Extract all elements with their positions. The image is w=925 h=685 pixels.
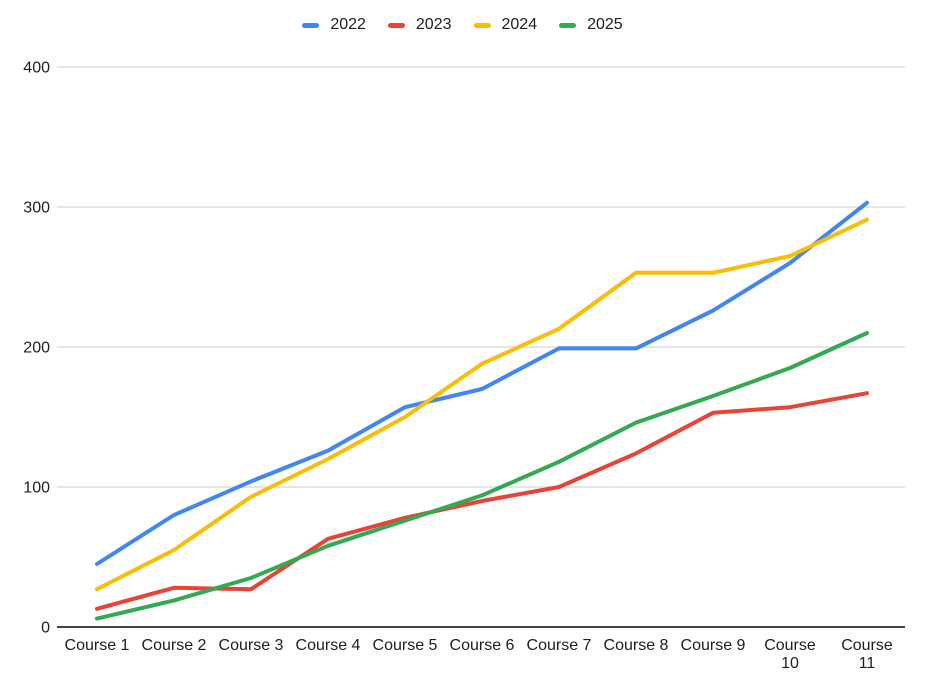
legend-item-2023[interactable]: 2023 (387, 15, 452, 35)
legend-swatch-icon (302, 22, 320, 28)
legend-item-2022[interactable]: 2022 (302, 15, 366, 35)
x-tick-label: Course 1 (65, 637, 130, 654)
legend-swatch-icon (387, 22, 405, 28)
legend-item-2025[interactable]: 2025 (559, 15, 623, 35)
legend-label: 2024 (501, 16, 538, 33)
y-tick-label: 400 (23, 60, 50, 77)
x-tick-label: Course 7 (527, 637, 592, 654)
legend-label: 2022 (330, 16, 366, 33)
x-tick-label: 10 (781, 655, 799, 672)
y-tick-label: 200 (23, 340, 50, 357)
x-tick-label: Course 8 (604, 637, 669, 654)
y-tick-label: 0 (41, 620, 50, 637)
x-tick-label: Course 6 (450, 637, 515, 654)
series-line-2025 (95, 331, 869, 621)
legend-label: 2025 (587, 16, 623, 33)
x-tick-label: Course (841, 637, 893, 654)
x-tick-label: Course 9 (681, 637, 746, 654)
legend-swatch-icon (473, 22, 491, 28)
series-line-2024 (95, 217, 869, 592)
legend-swatch-icon (559, 22, 577, 28)
legend-label: 2023 (415, 16, 452, 33)
legend-item-2024[interactable]: 2024 (473, 15, 538, 35)
x-tick-label: Course 4 (296, 637, 361, 654)
x-tick-label: Course 2 (142, 637, 207, 654)
y-tick-label: 100 (23, 480, 50, 497)
x-tick-label: Course (764, 637, 816, 654)
x-tick-label: Course 5 (373, 637, 438, 654)
series-line-2023 (95, 391, 869, 611)
y-tick-label: 300 (23, 200, 50, 217)
chart-legend: 2022 2023 2024 2025 (0, 14, 925, 36)
x-tick-label: 11 (859, 655, 876, 672)
x-tick-label: Course 3 (219, 637, 284, 654)
series-line-2022 (95, 200, 869, 566)
